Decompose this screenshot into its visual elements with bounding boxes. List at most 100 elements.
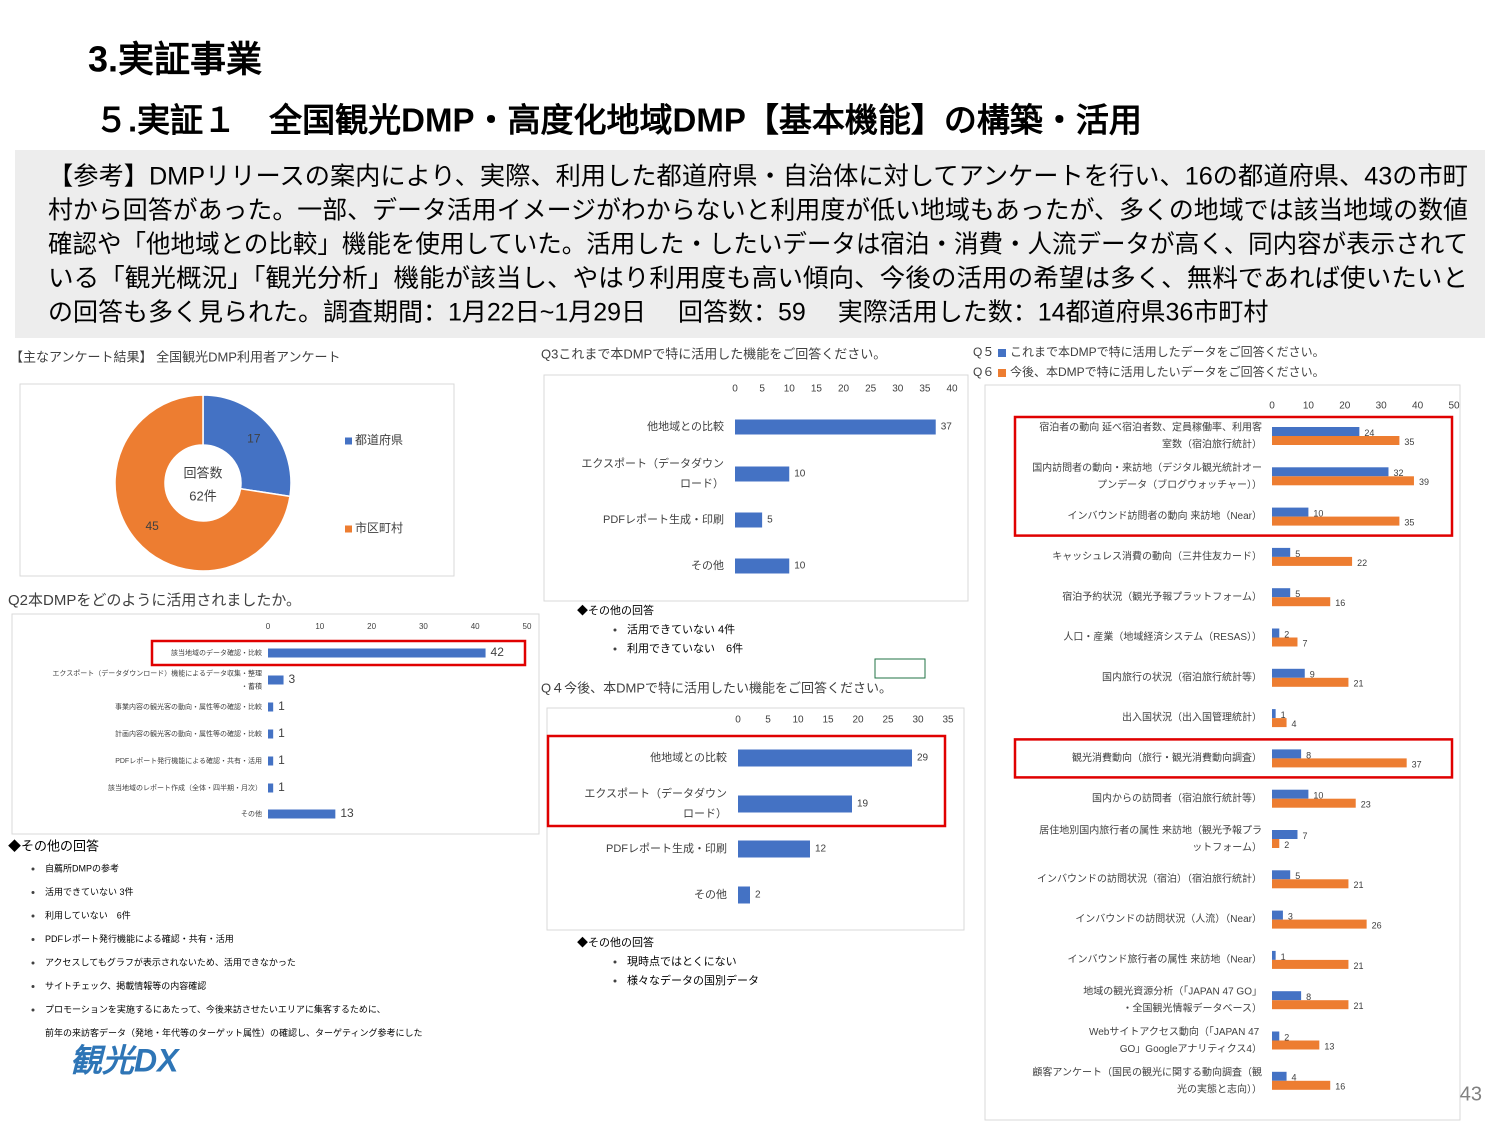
category-label: 居住地別国内旅行者の属性 来訪地（観光予報プラットフォーム） [1039, 823, 1262, 853]
highlight-box [1013, 415, 1454, 537]
bar [1272, 436, 1400, 445]
bullet [31, 891, 35, 894]
bullet [31, 914, 35, 918]
bar [1272, 718, 1287, 728]
category-label: 国内旅行の状況（宿泊旅行統計等） [1102, 670, 1262, 683]
value-label: 4 [1292, 1073, 1297, 1083]
bar [1272, 839, 1280, 848]
legend-swatch [998, 369, 1006, 377]
x-tick-label: 20 [838, 384, 850, 395]
bar [738, 795, 852, 813]
bullet [613, 979, 617, 983]
category-label: 出入国状況（出入国管理統計） [1122, 711, 1262, 724]
bar [1272, 1080, 1331, 1090]
bullet [31, 1008, 35, 1012]
category-label: その他 [694, 888, 727, 901]
category-label: エクスポート（データダウンロード） [581, 456, 724, 490]
value-label: 10 [794, 469, 806, 480]
value-label: 10 [794, 561, 806, 572]
value-label: 23 [1361, 800, 1371, 810]
bar [1272, 1000, 1349, 1010]
x-tick-label: 20 [1339, 401, 1351, 412]
pie-slice [202, 394, 292, 498]
bar [1272, 910, 1283, 920]
slice-label: 17 [247, 432, 261, 446]
value-label: 37 [941, 422, 953, 433]
value-label: 29 [917, 753, 929, 764]
note-line: 確認や「他地域との比較」機能を使用していた。活用した・したいデータは宿泊・消費・… [48, 231, 1468, 259]
q2-panel [11, 613, 540, 835]
category-label: 事業内容の観光客の動向・属性等の確認・比較 [115, 702, 262, 711]
other-heading: ◆その他の回答 [8, 838, 99, 853]
bar [1272, 959, 1349, 969]
chart-title: Q2本DMPをどのように活用されましたか。 [8, 592, 301, 609]
bar [1272, 516, 1400, 526]
category-label: 顧客アンケート（国民の観光に関する動向調査（観光の実態と志向）） [1032, 1065, 1262, 1095]
x-tick-label: 15 [811, 384, 823, 395]
other-answer: プロモーションを実施するにあたって、今後来訪させたいエリアに集客するために、 [45, 1003, 386, 1014]
value-label: 1 [278, 699, 285, 713]
bullet [31, 985, 35, 988]
category-label: インバウンドの訪問状況（宿泊）（宿泊旅行統計） [1037, 872, 1262, 885]
page-number: 43 [1460, 1083, 1482, 1105]
bar [1272, 597, 1331, 607]
bar [1272, 830, 1298, 839]
value-label: 3 [289, 672, 296, 686]
x-tick-label: 0 [735, 715, 741, 726]
bar [1272, 1071, 1287, 1081]
bullet [31, 961, 35, 965]
other-answer: 現時点ではとくにない [627, 955, 737, 968]
legend-label: 市区町村 [355, 520, 403, 535]
value-label: 3 [1288, 911, 1293, 921]
x-tick-label: 40 [1412, 401, 1424, 412]
value-label: 1 [278, 780, 285, 794]
bar [1272, 628, 1280, 638]
note-line: 【参考】DMPリリースの案内により、実際、利用した都道府県・自治体に対してアンケ… [48, 163, 1468, 191]
value-label: 1 [278, 753, 285, 767]
value-label: 42 [491, 645, 505, 659]
bar [1272, 879, 1349, 889]
value-label: 16 [1335, 1082, 1345, 1092]
category-label: 該当地域のデータ確認・比較 [171, 648, 262, 657]
value-label: 5 [1295, 871, 1300, 881]
other-answer: 活用できていない 3件 [45, 886, 134, 897]
x-tick-label: 0 [266, 622, 271, 631]
value-label: 1 [1281, 952, 1286, 962]
other-answer: 自薦所DMPの参考 [45, 862, 119, 873]
x-tick-label: 15 [822, 715, 834, 726]
category-label: Webサイトアクセス動向（「JAPAN 47 GO」Googleアナリティクス4… [1089, 1025, 1262, 1055]
category-label: PDFレポート生成・印刷 [606, 841, 727, 855]
bar [1272, 556, 1353, 566]
other-answer: サイトチェック、掲載情報等の内容確認 [45, 980, 206, 991]
category-label: 国内からの訪問者（宿泊旅行統計等） [1092, 791, 1262, 804]
question-label: Q６ [973, 365, 994, 379]
value-label: 21 [1353, 961, 1363, 971]
value-label: 12 [815, 844, 827, 855]
q56-panel [984, 384, 1461, 1121]
x-tick-label: 25 [882, 715, 894, 726]
legend-label: これまで本DMPで特に活用したデータをご回答ください。 [1010, 344, 1325, 359]
bar [738, 749, 912, 767]
bar [1272, 467, 1389, 477]
logo: 観光DX [70, 1042, 180, 1078]
other-answer: 活用できていない 4件 [627, 623, 735, 636]
category-label: 宿泊者の動向 延べ宿泊者数、定員稼働率、利用客室数（宿泊旅行統計） [1039, 420, 1262, 450]
value-label: 13 [1324, 1041, 1334, 1051]
category-label: 計画内容の観光客の動向・属性等の確認・比較 [115, 729, 262, 738]
slice-label: 45 [145, 519, 159, 533]
category-label: 該当地域のレポート作成（全体・四半期・月次） [108, 783, 262, 792]
bar [1272, 668, 1305, 678]
value-label: 8 [1306, 992, 1311, 1002]
value-label: 10 [1313, 508, 1323, 518]
bar [1272, 919, 1367, 929]
center-label: 回答数 [183, 465, 222, 480]
category-label: その他 [241, 809, 262, 818]
category-label: PDFレポート生成・印刷 [603, 512, 724, 526]
bar [735, 419, 936, 435]
q4-panel [546, 707, 965, 931]
value-label: 5 [767, 515, 773, 526]
legend-label: 今後、本DMPで特に活用したいデータをご回答ください。 [1010, 364, 1325, 379]
value-label: 19 [857, 799, 869, 810]
category-label: 地域の観光資源分析（「JAPAN 47 GO」・全国観光情報データベース） [1083, 984, 1262, 1014]
value-label: 32 [1393, 468, 1403, 478]
